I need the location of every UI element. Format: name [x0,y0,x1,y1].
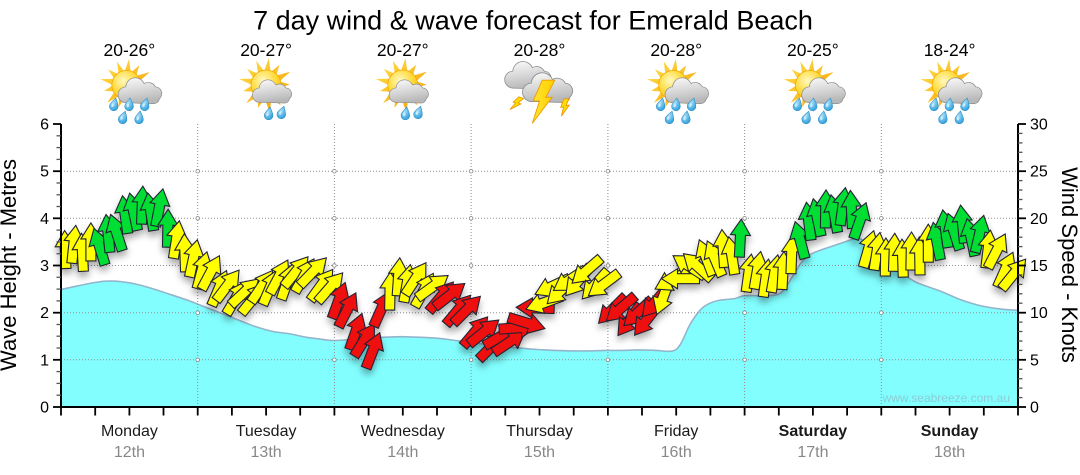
svg-text:18-24°: 18-24° [924,40,976,60]
svg-text:10: 10 [1030,305,1048,322]
svg-text:6: 6 [40,117,49,134]
svg-text:Sunday: Sunday [921,423,979,440]
svg-text:0: 0 [40,400,49,417]
svg-text:5: 5 [40,164,49,181]
svg-text:Thursday: Thursday [506,423,573,440]
svg-text:30: 30 [1030,117,1048,134]
svg-text:Monday: Monday [101,423,158,440]
svg-text:Wave Height - Metres: Wave Height - Metres [0,159,21,371]
svg-text:Saturday: Saturday [779,423,848,440]
svg-text:0: 0 [1030,400,1039,417]
svg-text:12th: 12th [114,444,145,461]
svg-text:Tuesday: Tuesday [236,423,297,440]
svg-text:Friday: Friday [654,423,698,440]
svg-text:4: 4 [40,211,49,228]
svg-text:Wednesday: Wednesday [361,423,445,440]
svg-text:20-28°: 20-28° [650,40,702,60]
svg-text:25: 25 [1030,164,1048,181]
svg-text:17th: 17th [797,444,828,461]
svg-text:20-27°: 20-27° [240,40,292,60]
svg-text:5: 5 [1030,352,1039,369]
svg-text:13th: 13th [251,444,282,461]
svg-text:2: 2 [40,305,49,322]
svg-text:15: 15 [1030,258,1048,275]
svg-text:20-25°: 20-25° [787,40,839,60]
svg-text:1: 1 [40,352,49,369]
svg-text:20-28°: 20-28° [514,40,566,60]
svg-text:3: 3 [40,258,49,275]
svg-text:www.seabreeze.com.au: www.seabreeze.com.au [882,391,1010,405]
svg-text:Wind Speed - Knots: Wind Speed - Knots [1057,167,1080,363]
svg-text:20-27°: 20-27° [377,40,429,60]
svg-text:7 day wind & wave forecast for: 7 day wind & wave forecast for Emerald B… [253,6,813,36]
svg-text:20: 20 [1030,211,1048,228]
svg-text:20-26°: 20-26° [104,40,156,60]
svg-text:18th: 18th [934,444,965,461]
svg-text:15th: 15th [524,444,555,461]
svg-text:14th: 14th [387,444,418,461]
svg-text:16th: 16th [661,444,692,461]
